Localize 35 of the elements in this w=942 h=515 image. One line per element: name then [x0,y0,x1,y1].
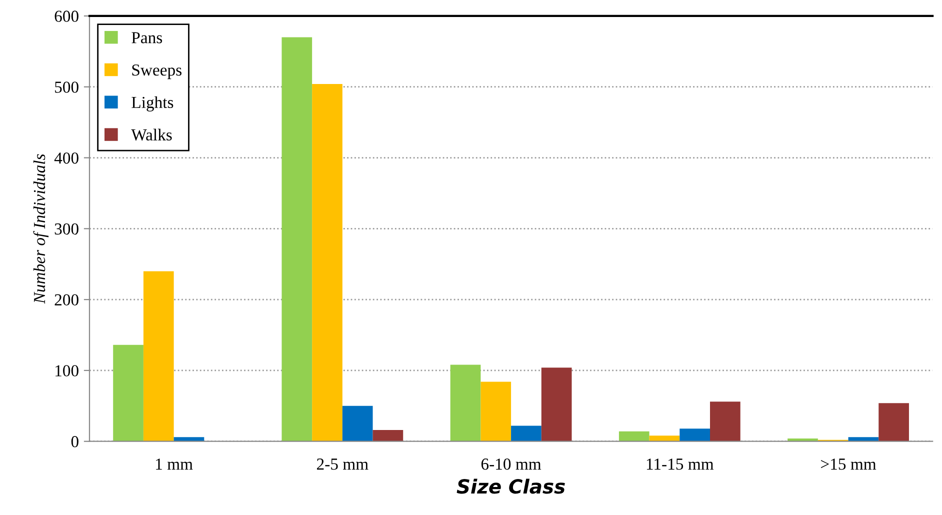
y-tick-label: 300 [54,223,78,235]
y-tick-label: 200 [54,294,78,306]
y-axis-title: Number of Individuals [33,154,49,304]
x-tick-label: 11-15 mm [646,458,714,470]
legend-label: Lights [132,96,174,112]
bar [511,426,542,442]
x-tick-label: 2-5 mm [316,458,368,470]
bar [649,436,680,442]
bar [480,382,512,442]
bar [372,430,404,442]
legend-label: Pans [132,32,162,44]
bar [878,403,909,442]
bar [174,437,204,442]
x-tick-label: >15 mm [821,458,876,470]
bar [848,437,879,442]
bar [282,37,312,442]
x-tick-label: 1 mm [156,458,193,470]
legend-label: Sweeps [132,64,182,80]
x-axis-title: Size Class [456,478,565,494]
x-tick-label: 6-10 mm [481,458,542,470]
bar [113,344,144,442]
bar [450,364,481,442]
bar [710,402,740,442]
bar [143,271,174,442]
legend-label: Walks [131,128,172,141]
bar [342,406,373,442]
bar [312,84,342,442]
bar [618,431,650,442]
y-tick-label: 500 [55,82,78,93]
y-tick-label: 0 [71,436,78,448]
y-tick-label: 400 [54,152,78,164]
bar [680,428,710,442]
y-tick-label: 100 [56,365,78,376]
y-tick-label: 600 [54,10,78,22]
bar [541,368,572,442]
